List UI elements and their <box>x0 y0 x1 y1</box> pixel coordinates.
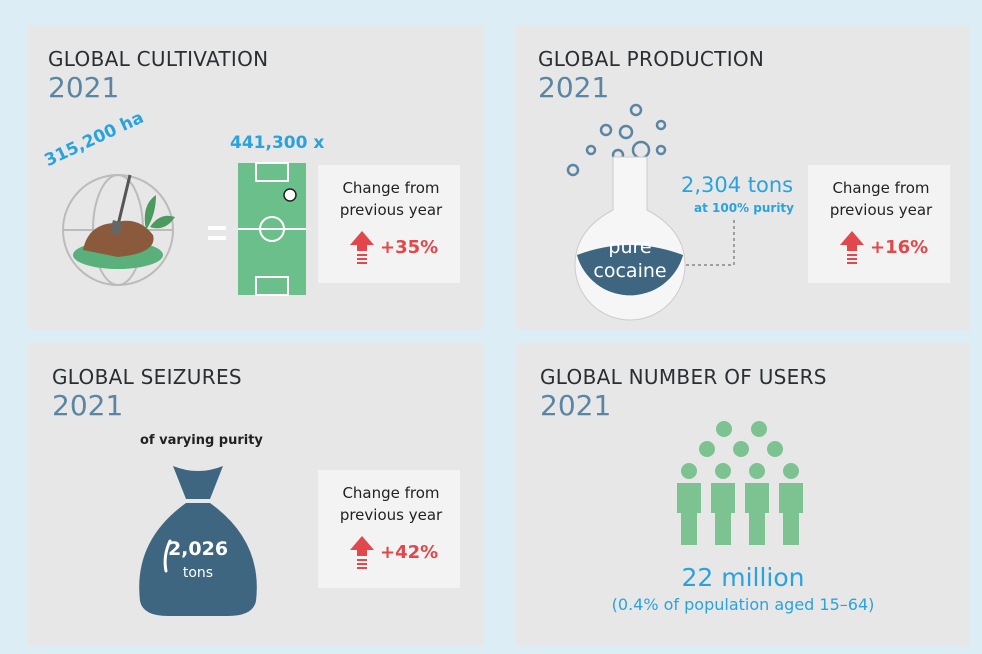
note: of varying purity <box>140 433 263 448</box>
change-box: Change from previous year +35% <box>318 165 460 283</box>
amount: 2,026 <box>167 538 229 560</box>
amount: 22 million <box>681 563 805 592</box>
person-part <box>681 463 697 479</box>
production-card: GLOBAL PRODUCTION 2021 pure cocaine 2,30… <box>516 25 970 330</box>
change-label: Change from previous year <box>339 179 443 219</box>
year: 2021 <box>48 71 120 104</box>
change-value: +35% <box>380 237 439 258</box>
title: GLOBAL CULTIVATION <box>48 47 269 71</box>
year: 2021 <box>540 389 612 422</box>
amount-note: at 100% purity <box>694 201 794 215</box>
flask-icon <box>566 103 686 321</box>
change-box: Change from previous year +16% <box>808 165 950 283</box>
person-part <box>745 483 769 545</box>
person-part <box>716 421 732 437</box>
change-value: +42% <box>380 542 439 563</box>
amount: 2,304 tons <box>681 173 794 197</box>
bag-icon <box>139 466 257 616</box>
unit: tons <box>182 565 214 581</box>
change-value: +16% <box>870 237 929 258</box>
change-label: Change from previous year <box>829 179 933 219</box>
year: 2021 <box>52 389 124 422</box>
people-icon <box>677 421 803 545</box>
person-part <box>751 421 767 437</box>
change-box: Change from previous year +42% <box>318 470 460 588</box>
title: GLOBAL NUMBER OF USERS <box>540 365 827 389</box>
fields: 441,300 x <box>230 133 325 153</box>
person-part <box>699 441 715 457</box>
year: 2021 <box>538 71 610 104</box>
up-arrow <box>350 231 374 264</box>
amount-note: (0.4% of population aged 15–64) <box>611 595 875 614</box>
change-label: Change from previous year <box>339 484 443 524</box>
person-part <box>767 441 783 457</box>
cultivation-icons <box>62 162 306 296</box>
leader-line <box>686 220 735 266</box>
person-part <box>711 483 735 545</box>
seizures-card: GLOBAL SEIZURES 2021 of varying purity 2… <box>28 343 484 645</box>
person-part <box>749 463 765 479</box>
person-part <box>733 441 749 457</box>
up-arrow <box>840 231 864 264</box>
person-part <box>677 483 701 545</box>
person-part <box>783 463 799 479</box>
cultivation-card: GLOBAL CULTIVATION 2021 315,200 ha 441,3… <box>28 25 484 330</box>
users-card: GLOBAL NUMBER OF USERS 2021 22 million (… <box>516 343 970 645</box>
person-part <box>715 463 731 479</box>
person-part <box>779 483 803 545</box>
title: GLOBAL SEIZURES <box>52 365 242 389</box>
up-arrow <box>350 536 374 569</box>
flask-label: pure cocaine <box>593 236 667 282</box>
title: GLOBAL PRODUCTION <box>538 47 765 71</box>
